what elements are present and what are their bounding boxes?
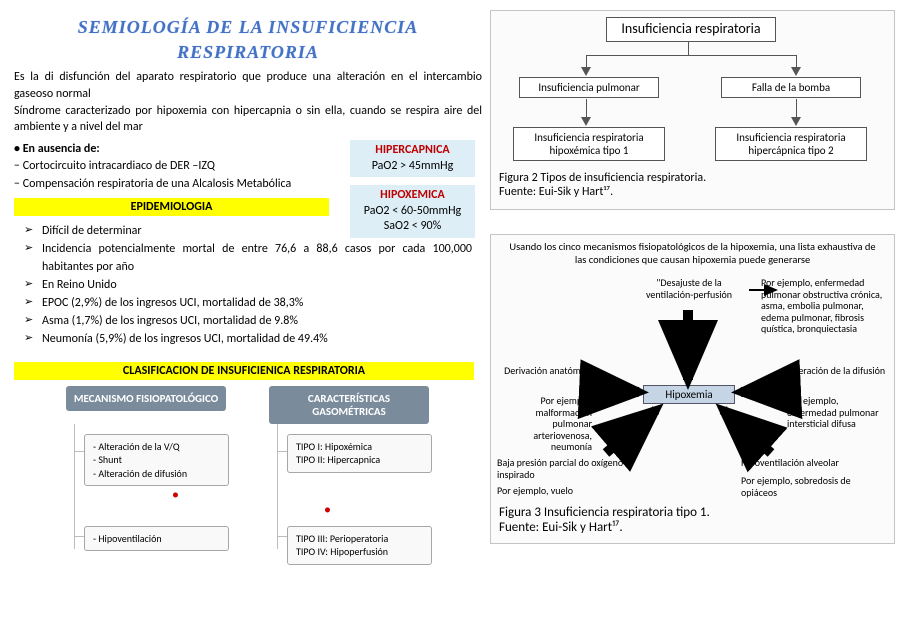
- intro-p2: Síndrome caracterizado por hipoxemia con…: [14, 103, 482, 135]
- callout-line: SaO2 < 90%: [354, 219, 471, 235]
- f2-node-5: Insuficiencia respiratoria hipercápnica …: [715, 127, 867, 161]
- epi-item: En Reino Unido: [42, 276, 482, 294]
- fig3-caption: Figura 3 Insuficiencia respiratoria tipo…: [499, 505, 710, 535]
- f3-arrows: [491, 235, 894, 543]
- title-line2: RESPIRATORIA: [14, 40, 482, 65]
- callout-title: HIPERCAPNICA: [354, 143, 471, 159]
- epi-item: EPOC (2,9%) de los ingresos UCI, mortali…: [42, 294, 482, 312]
- d1-box-2a: TIPO I: Hipoxémica TIPO II: Hipercapnica: [287, 434, 432, 473]
- d1-box-1b: - Hipoventilación: [84, 526, 229, 552]
- callout-line: PaO2 > 45mmHg: [354, 159, 471, 175]
- figure-2: Insuficiencia respiratoria Insuficiencia…: [490, 10, 895, 210]
- epi-list: Difícil de determinar Incidencia potenci…: [14, 222, 482, 348]
- page-title: SEMIOLOGÍA DE LA INSUFICIENCIA RESPIRATO…: [14, 15, 482, 65]
- callout-title: HIPOXEMICA: [354, 188, 471, 204]
- figure-3: Usando los cinco mecanismos fisiopatológ…: [490, 234, 895, 544]
- red-dot-icon: •: [324, 501, 331, 518]
- title-line1: SEMIOLOGÍA DE LA INSUFICIENCIA: [14, 15, 482, 40]
- callout-hipoxemica: HIPOXEMICA PaO2 < 60-50mmHg SaO2 < 90%: [350, 185, 475, 238]
- d1-box-2b: TIPO III: Perioperatoria TIPO IV: Hipope…: [287, 526, 432, 565]
- d1-col1-header: MECANISMO FISIOPATOLÓGICO: [66, 386, 226, 411]
- f2-node-4: Insuficiencia respiratoria hipoxémica ti…: [513, 127, 665, 161]
- clasificacion-header: CLASIFICACION DE INSUFICIENICA RESPIRATO…: [14, 362, 474, 380]
- f2-node-root: Insuficiencia respiratoria: [606, 17, 776, 42]
- red-dot-icon: •: [172, 486, 179, 503]
- f2-node-2: Insuficiencia pulmonar: [519, 77, 659, 98]
- epi-item: Asma (1,7%) de los ingresos UCI, mortali…: [42, 312, 482, 330]
- epi-item: Incidencia potencialmente mortal de entr…: [42, 240, 482, 276]
- epidemiologia-header: EPIDEMIOLOGIA: [14, 198, 329, 216]
- callout-line: PaO2 < 60-50mmHg: [354, 204, 471, 220]
- intro-p1: Es la di disfunción del aparato respirat…: [14, 69, 482, 101]
- d1-col2-header: CARACTERÍSTICAS GASOMÉTRICAS: [269, 386, 429, 424]
- mechanism-diagram: MECANISMO FISIOPATOLÓGICO CARACTERÍSTICA…: [14, 386, 482, 561]
- epi-item: Neumonía (5,9%) de los ingresos UCI, mor…: [42, 330, 482, 348]
- d1-box-1a: - Alteración de la V/Q - Shunt - Alterac…: [84, 434, 229, 487]
- callout-hipercapnica: HIPERCAPNICA PaO2 > 45mmHg: [350, 140, 475, 177]
- f2-node-3: Falla de la bomba: [721, 77, 861, 98]
- fig2-caption: Figura 2 Tipos de insuficiencia respirat…: [499, 171, 706, 199]
